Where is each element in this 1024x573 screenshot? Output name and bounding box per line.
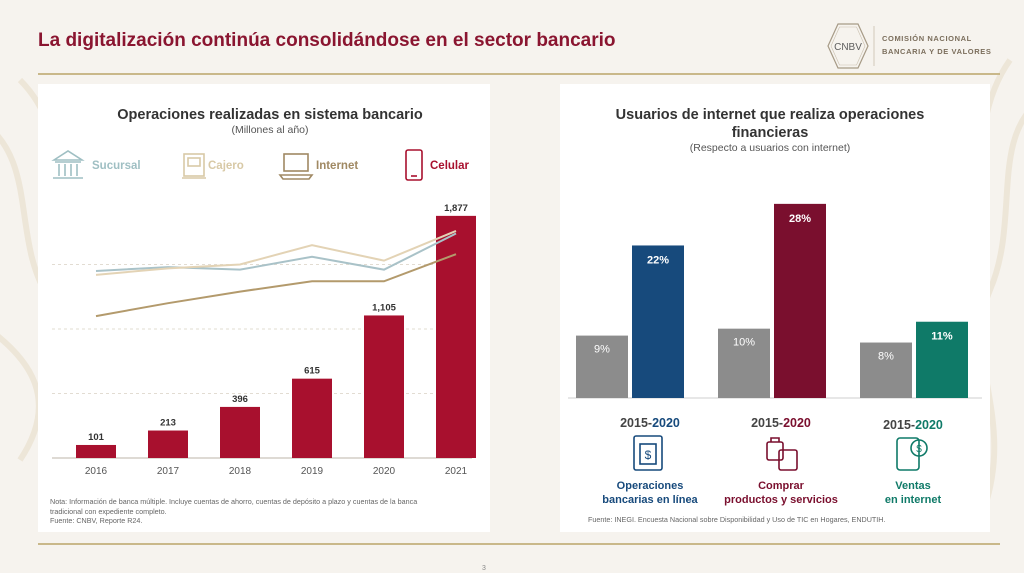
bar-2020: [916, 321, 968, 398]
svg-text:$: $: [916, 444, 922, 455]
right-title-line-2: financieras: [731, 125, 809, 141]
footer-divider: [38, 543, 1000, 545]
online-banking-icon: $: [633, 435, 663, 471]
logo-line-1: COMISIÓN NACIONAL: [882, 34, 972, 43]
period-1: 2015-2020: [605, 416, 695, 430]
bar-celular: [364, 315, 404, 458]
bar-2015-label: 10%: [733, 337, 755, 349]
x-tick-label: 2021: [445, 466, 468, 477]
legend-icons: [51, 149, 423, 181]
note-line-2: tradicional con expediente completo.: [50, 506, 167, 516]
period-2: 2015-2020: [736, 416, 826, 430]
bar-data-label: 213: [160, 418, 176, 429]
bar-celular: [436, 215, 476, 458]
category-label-2: Comprar productos y servicios: [716, 479, 846, 507]
legend-cajero: Cajero: [208, 160, 244, 172]
header-divider: [38, 73, 1000, 75]
right-chart-subtitle: (Respecto a usuarios con internet): [689, 142, 851, 154]
period-2-prefix: 2015-: [751, 416, 784, 430]
bar-data-label: 1,877: [444, 203, 468, 214]
right-source: Fuente: INEGI. Encuesta Nacional sobre D…: [588, 515, 886, 524]
bar-2020: [774, 203, 826, 398]
bar-2015: [718, 328, 770, 398]
bar-2015-label: 8%: [878, 351, 894, 363]
bar-2015-label: 9%: [594, 344, 610, 356]
phone-icon: [405, 149, 423, 181]
category-1-line-2: bancarias en línea: [602, 494, 698, 506]
bar-data-label: 101: [88, 432, 105, 443]
bar-celular: [148, 430, 188, 458]
right-title-line-1: Usuarios de internet que realiza operaci…: [615, 107, 925, 123]
x-tick-label: 2020: [373, 466, 396, 477]
cnbv-logo: CNBV: [827, 23, 875, 69]
bar-2015: [576, 335, 628, 398]
page-number: 3: [482, 565, 486, 572]
bar-celular: [220, 406, 260, 458]
bar-2020-label: 11%: [931, 331, 953, 343]
laptop-icon: [278, 153, 314, 180]
legend-internet: Internet: [316, 160, 359, 172]
legend-celular: Celular: [430, 160, 469, 172]
bar-2020-label: 22%: [647, 254, 669, 266]
online-sales-icon: $: [896, 437, 928, 471]
logo-text: COMISIÓN NACIONAL BANCARIA Y DE VALORES: [882, 32, 991, 58]
logo-mark: CNBV: [834, 42, 862, 53]
period-2-year: 2020: [783, 416, 811, 430]
category-3-line-2: en internet: [884, 494, 942, 506]
category-label-1: Operaciones bancarias en línea: [585, 479, 715, 507]
right-chart-title: Usuarios de internet que realiza operaci…: [570, 106, 970, 142]
category-2-line-1: Comprar: [758, 480, 804, 492]
category-label-3: Ventas en internet: [858, 479, 968, 507]
x-tick-label: 2016: [85, 466, 108, 477]
line-internet: [95, 253, 457, 318]
line-sucursal: [95, 232, 457, 272]
left-note: Nota: Información de banca múltiple. Inc…: [50, 497, 490, 526]
bar-2020-label: 28%: [789, 213, 811, 225]
bar-data-label: 615: [304, 366, 321, 377]
right-chart: 9% 22% 10% 28% 8% 11%: [568, 203, 982, 399]
x-tick-label: 2018: [229, 466, 252, 477]
period-3: 2015-2020: [868, 418, 958, 432]
category-icons: $ $: [633, 435, 928, 471]
note-source: Fuente: CNBV, Reporte R24.: [50, 516, 143, 525]
atm-icon: [182, 153, 206, 179]
shopping-icon: [766, 437, 798, 471]
bar-celular: [76, 444, 116, 458]
left-chart-subtitle: (Millones al año): [231, 124, 309, 136]
left-chart-title: Operaciones realizadas en sistema bancar…: [117, 107, 423, 123]
period-1-year: 2020: [652, 416, 680, 430]
logo-line-2: BANCARIA Y DE VALORES: [882, 47, 992, 56]
period-3-year: 2020: [915, 418, 943, 432]
slide-title: La digitalización continúa consolidándos…: [38, 30, 616, 51]
line-cajero: [95, 230, 457, 276]
x-tick-label: 2017: [157, 466, 180, 477]
period-3-prefix: 2015-: [883, 418, 916, 432]
period-1-prefix: 2015-: [620, 416, 653, 430]
bank-icon: [51, 150, 85, 179]
bar-data-label: 396: [232, 394, 248, 405]
category-1-line-1: Operaciones: [616, 480, 684, 492]
category-3-line-1: Ventas: [895, 480, 931, 492]
bar-data-label: 1,105: [372, 302, 396, 313]
left-chart: 101 2016 213 2017 396 2018 615 2019 1,105 2020 1,8…: [52, 203, 476, 477]
category-2-line-2: productos y servicios: [724, 494, 838, 506]
svg-text:$: $: [645, 448, 652, 462]
x-tick-label: 2019: [301, 466, 324, 477]
bar-2020: [632, 245, 684, 398]
legend-sucursal: Sucursal: [92, 160, 141, 172]
bar-celular: [292, 378, 332, 458]
note-line-1: Nota: Información de banca múltiple. Inc…: [50, 497, 418, 506]
bar-2015: [860, 342, 912, 398]
